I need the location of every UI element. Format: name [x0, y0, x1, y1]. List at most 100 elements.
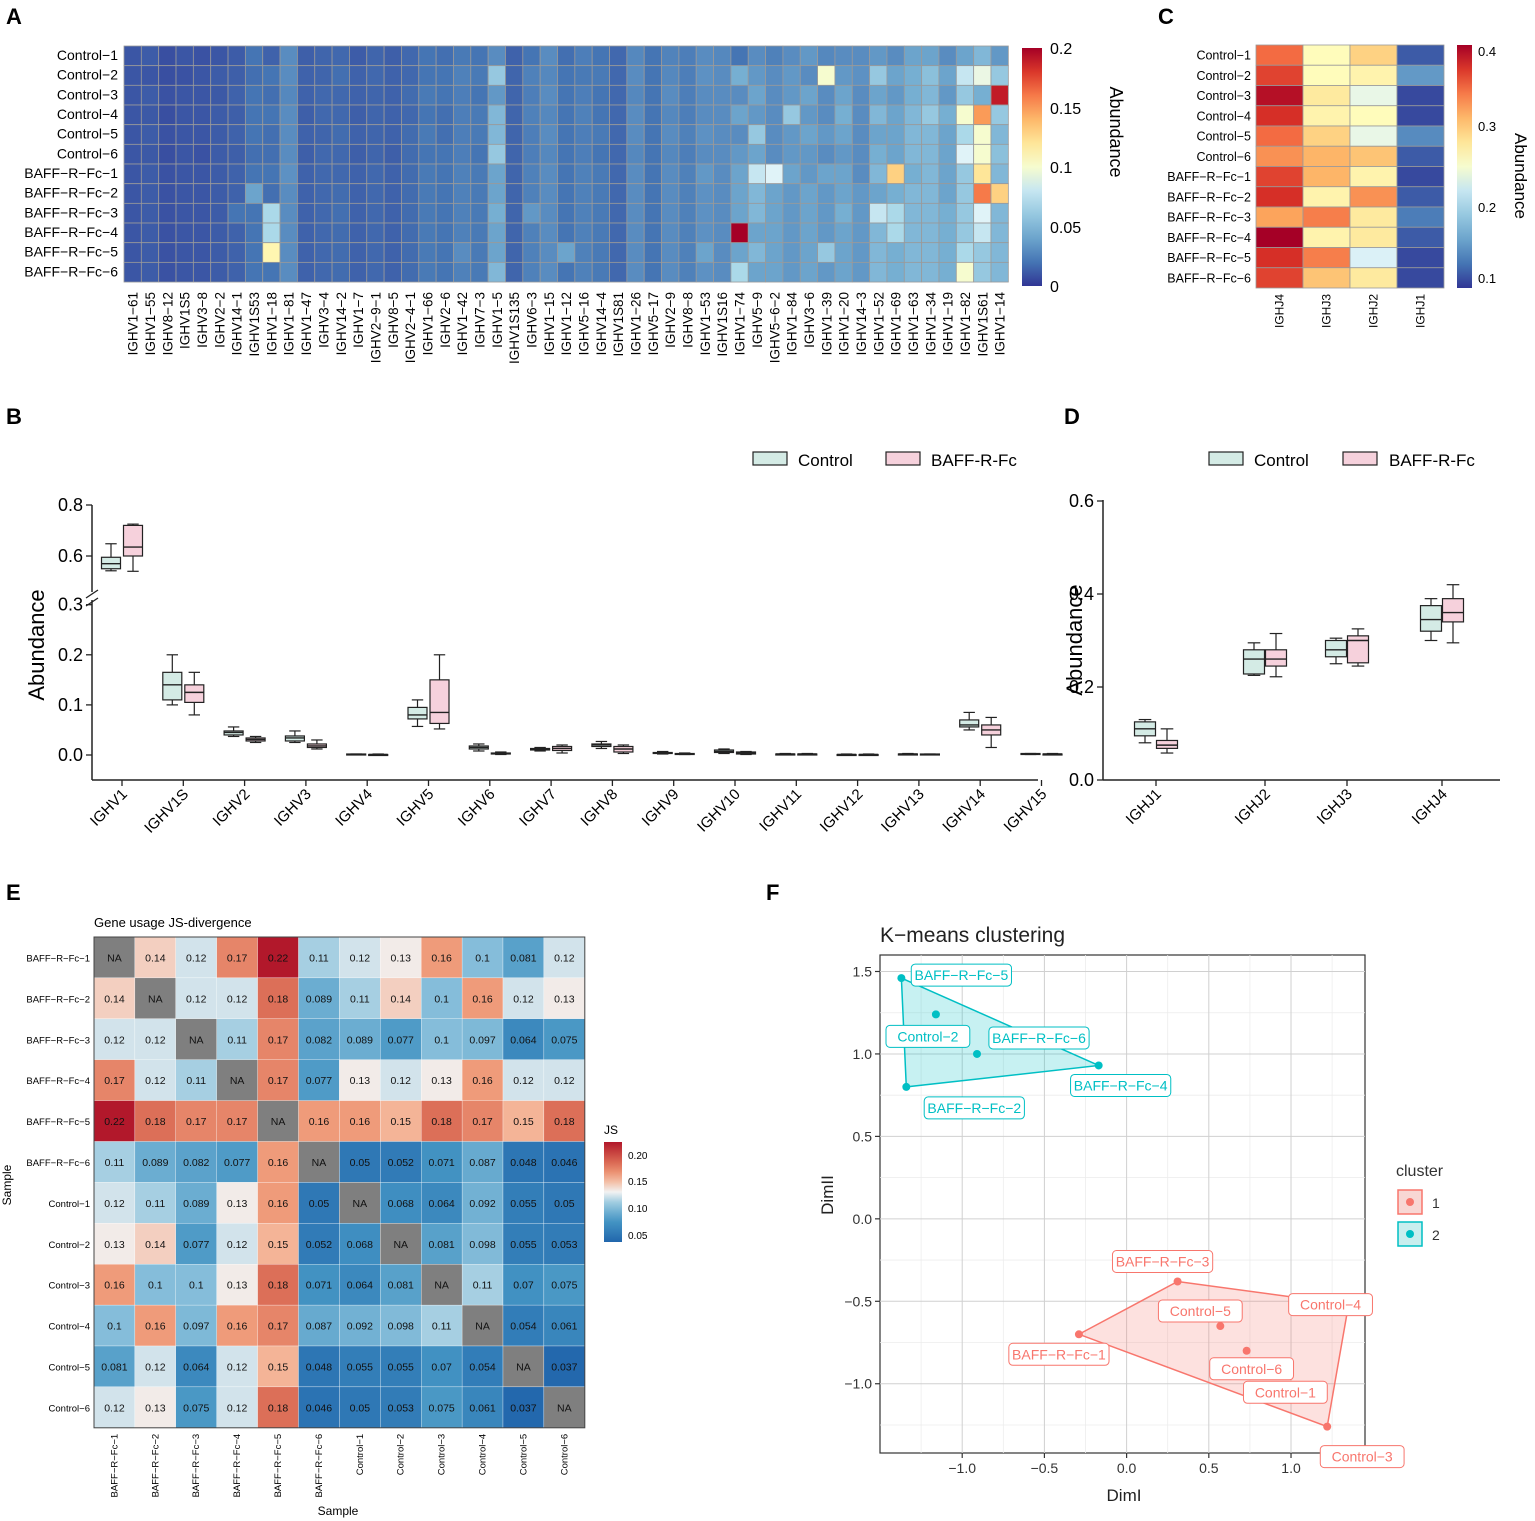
panel-c-row-label: Control−6 — [1196, 150, 1251, 164]
panel-a-cell — [470, 242, 489, 263]
panel-a-cell — [383, 163, 402, 185]
panel-a-cell — [453, 261, 472, 283]
panel-a-cell — [782, 45, 801, 67]
panel-a-cell — [574, 104, 593, 126]
panel-a-cell — [973, 261, 992, 283]
panel-a-col-label: IGHV1S16 — [715, 292, 730, 357]
panel-a-cell — [765, 183, 784, 204]
panel-a-cell — [244, 124, 264, 145]
panel-a-row-label: BAFF−R−Fc−5 — [24, 244, 118, 260]
panel-e-cell — [339, 1141, 381, 1183]
panel-e-cell-label: 0.061 — [469, 1402, 495, 1414]
panel-b-x-tick-label: IGHV8 — [577, 786, 621, 830]
panel-e-cell — [502, 1386, 545, 1428]
panel-a-cell — [903, 261, 923, 283]
panel-a-cell — [973, 104, 992, 126]
panel-a-cell — [366, 45, 385, 67]
panel-a-cell — [227, 183, 246, 204]
panel-e-cell — [175, 1141, 217, 1183]
panel-a-cell — [834, 242, 853, 263]
panel-a-cell — [487, 202, 506, 224]
panel-a-cell — [955, 202, 975, 224]
panel-b-y-axis-title: Abundance — [24, 589, 49, 700]
panel-a-cell — [383, 104, 402, 126]
panel-e-cell — [543, 1304, 585, 1347]
panel-a-cell — [435, 124, 454, 145]
panel-e-cell-label: 0.064 — [429, 1198, 455, 1210]
panel-e-cell — [257, 936, 299, 979]
panel-a-cell — [296, 222, 316, 244]
panel-e-cell-label: 0.098 — [388, 1321, 414, 1333]
panel-a-cell — [695, 261, 714, 283]
panel-e-cell-label: 0.1 — [107, 1321, 122, 1333]
panel-a-cell — [626, 84, 645, 106]
panel-a-cell — [799, 143, 819, 165]
panel-a-cell — [661, 242, 680, 263]
panel-a-cell — [886, 143, 905, 165]
panel-a-cell — [834, 124, 853, 145]
panel-a-cell — [331, 45, 350, 67]
panel-a-cell — [921, 65, 940, 86]
panel-a-cell — [730, 124, 749, 145]
panel-e-cell — [543, 1264, 585, 1306]
panel-b-axis-break — [85, 589, 99, 599]
panel-a-cell — [747, 242, 766, 263]
panel-a-cell — [140, 242, 160, 263]
panel-e-x-axis-title: Sample — [318, 1504, 359, 1518]
panel-a-cell — [851, 65, 871, 86]
panel-a-cell — [886, 45, 905, 67]
panel-a-cell — [713, 143, 732, 165]
panel-e-cell-label: 0.17 — [186, 1116, 207, 1128]
panel-f-point-label-box — [988, 1026, 1090, 1050]
panel-a-row-label: BAFF−R−Fc−4 — [24, 224, 118, 240]
panel-a-cell — [192, 163, 212, 185]
panel-c-cell — [1302, 247, 1351, 269]
panel-e-cell-label: 0.12 — [145, 1034, 166, 1046]
panel-a-cell — [643, 124, 662, 145]
panel-e-cell-label: 0.11 — [432, 1321, 452, 1333]
panel-a-cell — [574, 183, 593, 204]
panel-a-cell — [921, 84, 940, 106]
panel-a-cell — [314, 202, 333, 224]
panel-a-cell — [366, 163, 385, 185]
panel-a-cell — [730, 45, 749, 67]
panel-e-cell-label: NA — [516, 1361, 531, 1373]
panel-a-cell — [626, 163, 645, 185]
panel-e-legend-tick: 0.10 — [628, 1204, 648, 1215]
panel-e-cell — [134, 936, 176, 979]
panel-a-cell — [678, 183, 697, 204]
panel-a-cell — [158, 202, 177, 224]
panel-a-cell — [869, 222, 888, 244]
panel-a-cell — [487, 45, 506, 67]
panel-a-cell — [973, 163, 992, 185]
panel-a-col-label: IGHV8−12 — [160, 292, 175, 355]
panel-a-cell — [557, 163, 576, 185]
panel-a-cell — [713, 242, 732, 263]
panel-a-cell — [296, 143, 316, 165]
panel-a-cell — [938, 84, 957, 106]
panel-d-y-axis-title: Abundance — [1062, 584, 1087, 695]
panel-b-y-tick-label: 0.6 — [58, 546, 83, 566]
panel-a-cell — [817, 65, 836, 86]
panel-e-cell-label: 0.16 — [268, 1198, 289, 1210]
panel-a-col-label: IGHV3−4 — [316, 292, 331, 348]
panel-e-cell — [380, 1141, 422, 1183]
panel-a-cell — [418, 84, 437, 106]
panel-a-cell — [401, 104, 420, 126]
panel-c-cell — [1255, 145, 1304, 167]
panel-e-cell — [502, 1345, 545, 1388]
panel-e-cell — [298, 1223, 340, 1265]
panel-a-cell — [591, 242, 610, 263]
panel-b-y-tick-label: 0.8 — [58, 495, 83, 515]
panel-a-cell — [903, 45, 923, 67]
panel-f-point — [1094, 1061, 1103, 1070]
panel-e-col-label: BAFF−R−Fc−2 — [150, 1434, 161, 1498]
panel-b-y-tick-label: 0.2 — [58, 645, 83, 665]
panel-a-cell — [643, 143, 662, 165]
panel-a-cell — [383, 45, 402, 67]
panel-e-cell — [93, 936, 136, 979]
panel-c-cell — [1302, 44, 1351, 66]
panel-c-legend-tick: 0.4 — [1478, 44, 1496, 59]
panel-a-cell — [227, 242, 246, 263]
panel-a-cell — [331, 163, 350, 185]
